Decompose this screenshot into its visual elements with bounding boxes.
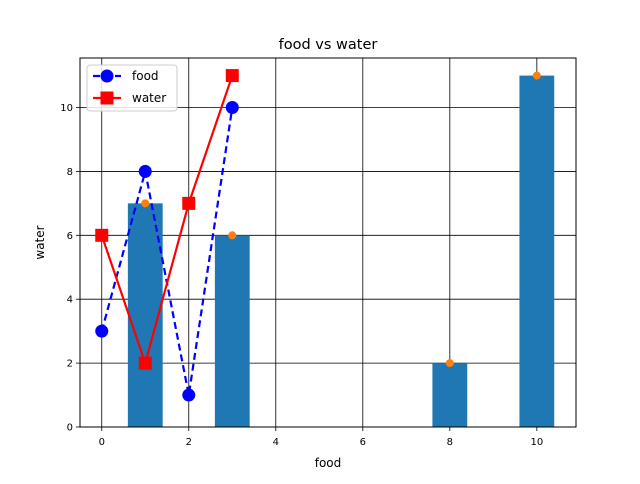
x-axis-label: food (315, 456, 342, 470)
series-line-water (100, 75, 234, 367)
x-tick-label: 8 (447, 437, 453, 448)
point-water (138, 356, 152, 370)
bar (432, 363, 468, 427)
scatter-point (228, 231, 237, 240)
y-tick-label: 4 (67, 295, 73, 306)
x-tick-label: 0 (99, 437, 105, 448)
plot-frame (79, 57, 577, 428)
legend-marker-food (100, 69, 114, 83)
y-tick-label: 10 (60, 103, 73, 114)
bar (519, 75, 555, 428)
x-tick-label: 4 (273, 437, 279, 448)
point-food (95, 324, 109, 338)
legend-label-water: water (132, 91, 166, 105)
y-tick-label: 8 (67, 167, 73, 178)
point-water (182, 196, 196, 210)
x-tick-label: 6 (360, 437, 366, 448)
y-tick-label: 2 (67, 359, 73, 370)
scatter-point (445, 359, 454, 368)
x-tick-label: 2 (186, 437, 192, 448)
y-tick-label: 0 (67, 423, 73, 434)
point-food (138, 164, 152, 178)
y-axis-label: water (33, 225, 47, 259)
legend-marker-water (100, 91, 114, 105)
bars (127, 75, 555, 428)
legend-label-food: food (132, 69, 159, 83)
bar (214, 235, 250, 427)
bar (127, 203, 163, 427)
series-lines (95, 69, 239, 402)
scatter-point (141, 199, 150, 208)
point-food (182, 388, 196, 402)
scatter-point (532, 71, 541, 80)
point-water (225, 69, 239, 83)
scatter-points (141, 71, 541, 368)
legend: food water (86, 64, 178, 112)
point-food (225, 101, 239, 115)
x-axis-ticks: 0 2 4 6 8 10 (99, 427, 543, 448)
y-tick-label: 6 (67, 231, 73, 242)
point-water (95, 228, 109, 242)
chart-title: food vs water (279, 37, 378, 53)
y-axis-ticks: 0 2 4 6 8 10 (60, 103, 80, 434)
x-tick-label: 10 (530, 437, 543, 448)
